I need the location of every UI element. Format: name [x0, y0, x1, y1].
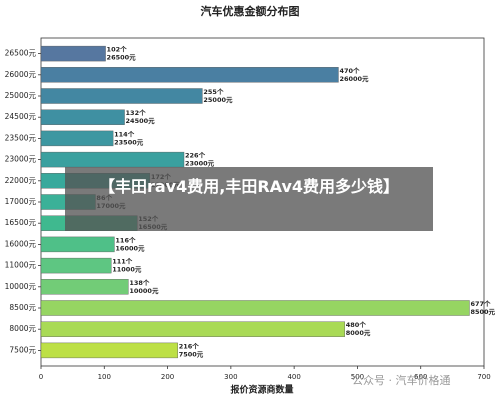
x-tick-label: 700	[477, 373, 490, 381]
y-tick-label: 10000元	[5, 282, 37, 291]
value-label: 677个	[470, 299, 491, 308]
y-tick-label: 16000元	[5, 239, 37, 248]
y-tick-label: 8500元	[9, 303, 36, 312]
value-label: 480个	[346, 320, 367, 329]
value-label-category: 8500元	[470, 308, 495, 316]
bar	[40, 342, 178, 359]
x-tick-label: 600	[414, 373, 427, 381]
value-label: 255个	[203, 87, 224, 96]
bar	[40, 67, 339, 83]
watermark: 公众号 · 汽车价格通	[352, 374, 451, 387]
value-label: 111个	[112, 257, 133, 266]
value-label-category: 24500元	[126, 117, 156, 125]
value-label: 226个	[185, 151, 206, 160]
x-tick-label: 500	[351, 373, 364, 381]
bar	[40, 300, 470, 316]
bar	[40, 151, 185, 168]
bar	[40, 279, 129, 295]
value-label: 114个	[114, 129, 135, 138]
bar	[40, 109, 125, 125]
value-label-category: 10000元	[129, 287, 159, 295]
x-tick-label: 300	[224, 373, 237, 381]
y-tick-label: 24500元	[5, 112, 37, 121]
value-label-category: 26000元	[339, 75, 369, 83]
value-label-category: 11000元	[112, 266, 142, 274]
bar	[40, 88, 203, 104]
value-label-category: 23500元	[114, 138, 144, 146]
value-label: 470个	[339, 66, 360, 75]
value-label-category: 25000元	[203, 96, 233, 104]
value-label: 138个	[129, 278, 150, 287]
value-label-category: 8000元	[346, 329, 371, 337]
y-tick-label: 17000元	[5, 197, 37, 206]
y-tick-label: 25000元	[5, 91, 37, 100]
y-tick-label: 26000元	[5, 70, 37, 79]
y-tick-label: 26500元	[5, 49, 37, 58]
value-label: 102个	[107, 45, 128, 54]
bar	[40, 236, 115, 253]
chart-title: 汽车优惠金额分布图	[201, 4, 300, 18]
value-label: 216个	[179, 341, 200, 350]
y-tick-label: 11000元	[5, 261, 37, 270]
y-tick-label: 22000元	[5, 176, 37, 185]
x-tick-label: 200	[161, 373, 174, 381]
value-label: 116个	[115, 235, 136, 244]
y-tick-label: 7500元	[9, 345, 36, 354]
x-tick-label: 0	[39, 373, 43, 381]
value-label-category: 26500元	[107, 54, 137, 62]
y-tick-label: 16500元	[5, 218, 37, 227]
y-tick-label: 23500元	[5, 133, 37, 142]
value-label-category: 16000元	[115, 244, 145, 252]
y-tick-label: 8000元	[9, 324, 36, 333]
x-tick-label: 100	[98, 373, 111, 381]
bar	[40, 45, 106, 62]
x-tick-label: 400	[287, 373, 300, 381]
bar	[40, 130, 114, 147]
value-label-category: 7500元	[179, 350, 204, 358]
y-tick-label: 23000元	[5, 155, 37, 164]
value-label-category: 23000元	[185, 160, 215, 168]
value-label: 132个	[126, 108, 147, 117]
overlay-banner: 【丰田rav4费用,丰田RAv4费用多少钱】	[65, 167, 433, 231]
x-axis-label: 报价资源商数量	[230, 384, 293, 396]
bar	[40, 321, 345, 337]
bar	[40, 257, 112, 274]
